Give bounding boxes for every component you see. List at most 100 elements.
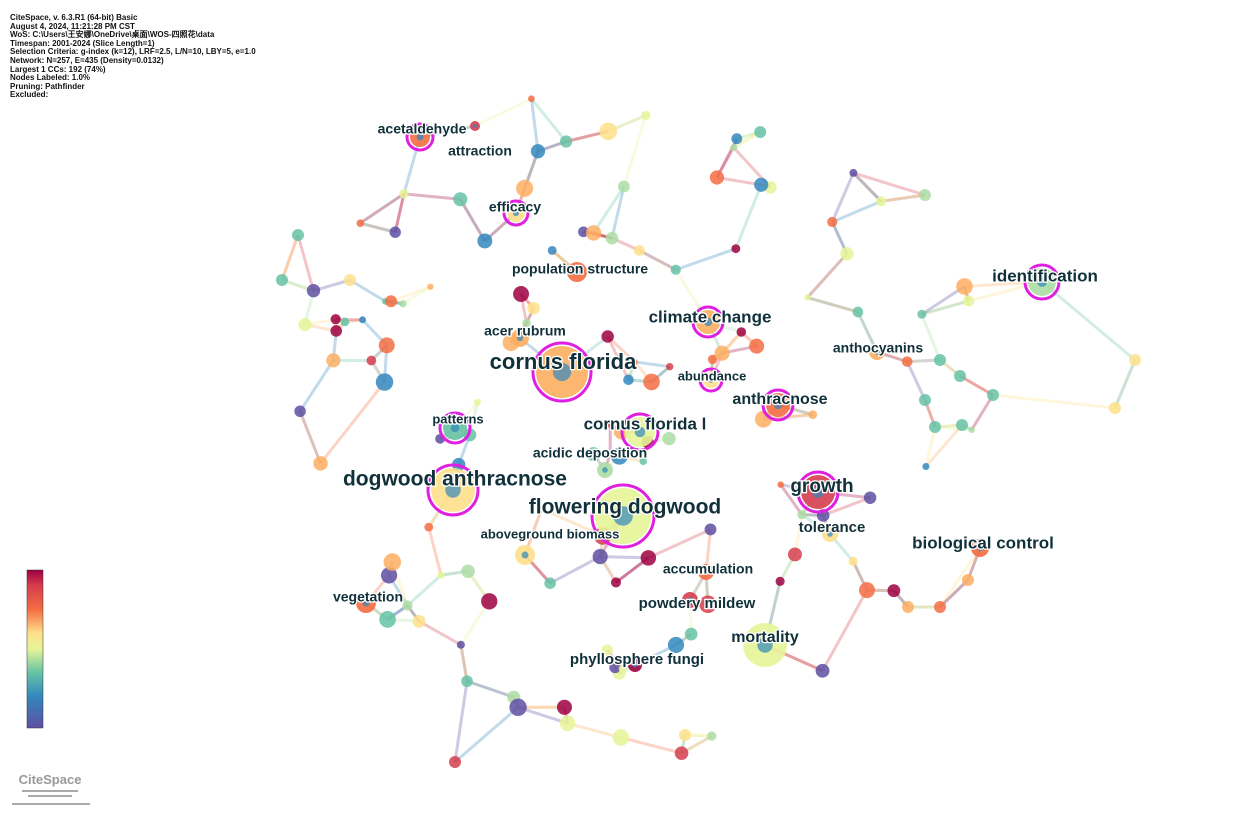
node-core (812, 486, 824, 498)
burst-ring (698, 367, 724, 393)
burst-ring (426, 463, 480, 517)
edge (734, 184, 763, 250)
node (544, 577, 556, 589)
node (731, 244, 741, 254)
node-label: cornus florida (490, 349, 637, 374)
edge (453, 680, 469, 763)
edge (529, 98, 540, 152)
edge (606, 335, 630, 381)
node (707, 354, 718, 365)
node (707, 731, 717, 741)
node (929, 421, 941, 433)
edge (359, 221, 396, 234)
node (777, 481, 784, 488)
node-label: acetaldehyde (378, 121, 467, 137)
node (330, 314, 341, 325)
node (330, 325, 343, 337)
burst-ring (531, 341, 593, 403)
edge (540, 507, 604, 538)
edge (1113, 359, 1137, 409)
node-label: flowering dogwood (529, 496, 721, 519)
header-line: CiteSpace, v. 6.3.R1 (64-bit) Basic (10, 13, 138, 22)
edge (298, 359, 335, 413)
nodes (276, 95, 1141, 768)
burst-ring (761, 388, 795, 422)
edge (390, 285, 431, 303)
node-label: mortality (731, 629, 799, 646)
node (522, 318, 531, 328)
edge (359, 192, 405, 225)
node-label: population structure (512, 261, 648, 277)
edge (1113, 359, 1137, 409)
header-info: CiteSpace, v. 6.3.R1 (64-bit) Basic Augus… (10, 13, 256, 100)
node (731, 133, 743, 145)
edge (459, 198, 487, 242)
node (1129, 354, 1141, 366)
node (424, 522, 434, 532)
edge (831, 199, 882, 224)
node (380, 567, 398, 584)
node (306, 283, 321, 298)
header-line: August 4, 2024, 11:21:28 PM CST (10, 21, 135, 31)
node-label: patterns (432, 411, 483, 426)
node (326, 353, 341, 368)
node (610, 447, 628, 465)
node (294, 405, 306, 418)
node (453, 192, 468, 207)
node (607, 450, 614, 457)
edge (807, 296, 859, 314)
node-label: growth (790, 476, 853, 497)
node (527, 301, 540, 315)
edge (402, 285, 432, 306)
edge (296, 234, 315, 292)
node (1109, 402, 1121, 414)
node (375, 373, 394, 391)
node (633, 245, 645, 256)
edge (406, 573, 443, 607)
node (623, 374, 634, 386)
node (618, 180, 630, 193)
node-label: acidic deposition (533, 445, 647, 461)
node-label: dogwood anthracnose (343, 468, 567, 491)
edge (880, 193, 926, 203)
edge (592, 185, 626, 234)
logo-text: CiteSpace (19, 772, 82, 787)
node-core (827, 531, 833, 537)
node-core (757, 637, 773, 653)
node (919, 394, 931, 406)
node-label: cornus florida l (584, 414, 707, 433)
node (754, 410, 772, 428)
node-core (634, 426, 646, 438)
edge (549, 555, 601, 585)
header-line: Timespan: 2001-2024 (Slice Length=1) (10, 38, 155, 48)
node (605, 231, 619, 245)
node (922, 463, 930, 471)
edge (852, 171, 926, 197)
node (437, 571, 445, 579)
node (402, 600, 413, 611)
node-label: attraction (448, 143, 512, 159)
node (592, 548, 608, 565)
edge (459, 644, 469, 682)
burst-ring (502, 199, 530, 227)
node-core (573, 268, 581, 276)
node (412, 614, 426, 628)
node-label: identification (992, 266, 1098, 285)
node (704, 523, 717, 536)
node-label: tolerance (799, 519, 866, 536)
node-core (521, 551, 529, 559)
node (797, 510, 807, 520)
node (276, 274, 288, 286)
node-core (703, 317, 713, 327)
node-label: accumulation (663, 561, 753, 577)
node-core (976, 544, 984, 552)
node (461, 675, 473, 688)
header-line: Excluded: (10, 90, 49, 100)
edge (920, 285, 966, 316)
burst-ring (691, 305, 725, 339)
edge (280, 234, 300, 281)
node (449, 756, 461, 768)
edge (393, 193, 406, 233)
node-label: climate change (649, 307, 772, 326)
node-core (602, 467, 608, 473)
